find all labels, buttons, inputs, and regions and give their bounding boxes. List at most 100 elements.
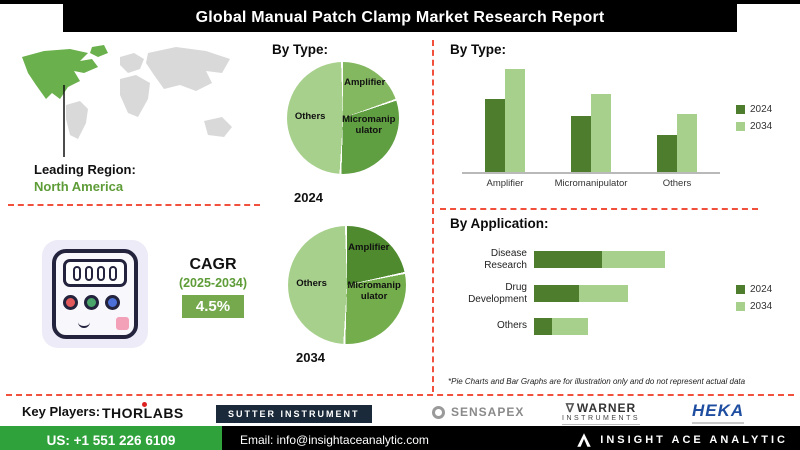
bar-micromanipulator-2024 xyxy=(571,116,591,172)
pie-chart-2034: Amplifier Micromanipulator Others xyxy=(288,226,406,344)
europe-region xyxy=(120,53,144,73)
warner-logo-text: WARNER xyxy=(576,401,637,415)
application-bar-rows: Disease Research Drug Development Others xyxy=(448,248,748,336)
by-type-bar-chart: Amplifier Micromanipulator Others xyxy=(462,60,720,189)
heka-tagline-line xyxy=(692,422,745,424)
application-section-title: By Application: xyxy=(450,216,549,231)
pie-2024-year-label: 2024 xyxy=(294,190,323,205)
legend-label: 2024 xyxy=(750,104,773,115)
pie-2034-label-amplifier: Amplifier xyxy=(348,241,390,253)
pie-2034-label-others: Others xyxy=(296,278,327,290)
by-application-bar-chart: Disease Research Drug Development Others xyxy=(448,248,748,347)
legend-swatch xyxy=(736,302,745,311)
legend-item-2034: 2034 xyxy=(736,121,772,132)
legend-label: 2024 xyxy=(750,284,773,295)
footer-email: Email: info@insightaceanalytic.com xyxy=(240,433,429,447)
north-america-region xyxy=(22,49,98,99)
bar-group-others xyxy=(657,114,697,172)
legend-item-2024: 2024 xyxy=(736,104,772,115)
bar-group-micromanipulator xyxy=(571,94,611,172)
warner-logo-subtext: INSTRUMENTS xyxy=(562,415,641,422)
display-digit-slot xyxy=(109,265,117,281)
warner-tagline-line xyxy=(562,424,641,425)
bar-segment-2024 xyxy=(534,285,579,302)
device-body xyxy=(52,249,138,339)
legend-label: 2034 xyxy=(750,121,773,132)
x-tick-label: Amplifier xyxy=(486,178,524,189)
pie-2024-label-amplifier: Amplifier xyxy=(344,76,386,88)
asia-region xyxy=(146,47,230,91)
cagr-label: CAGR xyxy=(189,256,237,273)
pie-2034-label-micromanipulator: Micromanipulator xyxy=(347,280,401,303)
application-bar xyxy=(534,317,588,335)
bar-segment-2024 xyxy=(534,251,602,268)
legend-item-2034: 2034 xyxy=(736,301,772,312)
sensapex-logo: SENSAPEX xyxy=(432,405,524,419)
bar-segment-2034 xyxy=(602,251,665,268)
world-map xyxy=(22,45,232,157)
pie-chart-2024: Amplifier Micromanipulator Others xyxy=(287,62,399,174)
brand-block: INSIGHT ACE ANALYTIC xyxy=(575,426,788,450)
bar-segment-2034 xyxy=(579,285,628,302)
cagr-value-badge: 4.5% xyxy=(181,295,245,318)
footer-bar: Email: info@insightaceanalytic.com INSIG… xyxy=(222,426,800,450)
by-application-legend: 2024 2034 xyxy=(736,284,772,318)
sutter-logo-text: SUTTER INSTRUMENT xyxy=(228,409,360,419)
pies-section-title: By Type: xyxy=(272,42,329,57)
by-type-legend: 2024 2034 xyxy=(736,104,772,138)
divider-left xyxy=(8,204,260,206)
legend-swatch xyxy=(736,285,745,294)
application-category-label: Disease Research xyxy=(484,248,527,271)
sensapex-logo-text: SENSAPEX xyxy=(451,405,525,419)
application-row-drug-development: Drug Development xyxy=(448,282,748,305)
legend-label: 2034 xyxy=(750,301,773,312)
legend-swatch xyxy=(736,122,745,131)
legend-item-2024: 2024 xyxy=(736,284,772,295)
bar-amplifier-2024 xyxy=(485,99,505,172)
application-category-label: Drug Development xyxy=(468,282,527,305)
divider-vertical xyxy=(432,40,434,392)
application-bar xyxy=(534,285,628,302)
insight-ace-logo-icon xyxy=(577,433,592,447)
application-row-disease-research: Disease Research xyxy=(448,248,748,271)
report-title-bar: Global Manual Patch Clamp Market Researc… xyxy=(63,4,737,32)
africa-region xyxy=(120,75,150,117)
chart-disclaimer: *Pie Charts and Bar Graphs are for illus… xyxy=(448,377,746,386)
phone-banner: US: +1 551 226 6109 xyxy=(0,426,222,450)
bar-amplifier-2034 xyxy=(505,69,525,172)
greenland-region xyxy=(90,45,108,57)
thorlabs-red-dot-icon xyxy=(142,402,147,407)
bar-others-2024 xyxy=(657,135,677,172)
device-display xyxy=(63,259,127,287)
leading-region-value: North America xyxy=(34,179,124,194)
bars-section-title: By Type: xyxy=(450,42,507,57)
display-digit-slot xyxy=(97,265,105,281)
application-category-label: Others xyxy=(496,320,527,332)
application-bar xyxy=(534,251,665,268)
device-smile xyxy=(78,322,90,328)
divider-right xyxy=(440,208,758,210)
pie-2024-label-micromanipulator: Micromanipulator xyxy=(342,113,396,136)
sutter-instrument-logo: SUTTER INSTRUMENT xyxy=(216,405,372,423)
key-players-label: Key Players: xyxy=(22,404,101,419)
pie-chart-2024-block: Amplifier Micromanipulator Others xyxy=(287,62,399,174)
phone-number: US: +1 551 226 6109 xyxy=(46,432,176,448)
bar-segment-2034 xyxy=(552,317,588,335)
red-knob-icon xyxy=(63,295,78,310)
device-chip xyxy=(116,317,129,330)
display-digit-slot xyxy=(85,265,93,281)
brand-name: INSIGHT ACE ANALYTIC xyxy=(600,434,788,446)
leading-region-label: Leading Region: xyxy=(34,162,136,177)
divider-bottom xyxy=(6,394,794,396)
bar-others-2034 xyxy=(677,114,697,172)
type-bar-plot xyxy=(462,60,720,174)
bar-micromanipulator-2034 xyxy=(591,94,611,172)
bar-segment-2024 xyxy=(534,317,552,335)
patch-clamp-device-illustration xyxy=(42,240,148,348)
south-america-region xyxy=(66,101,88,139)
display-digit-slot xyxy=(73,265,81,281)
australia-region xyxy=(204,117,232,137)
x-tick-label: Micromanipulator xyxy=(554,178,628,189)
cagr-period: (2025-2034) xyxy=(178,276,248,290)
